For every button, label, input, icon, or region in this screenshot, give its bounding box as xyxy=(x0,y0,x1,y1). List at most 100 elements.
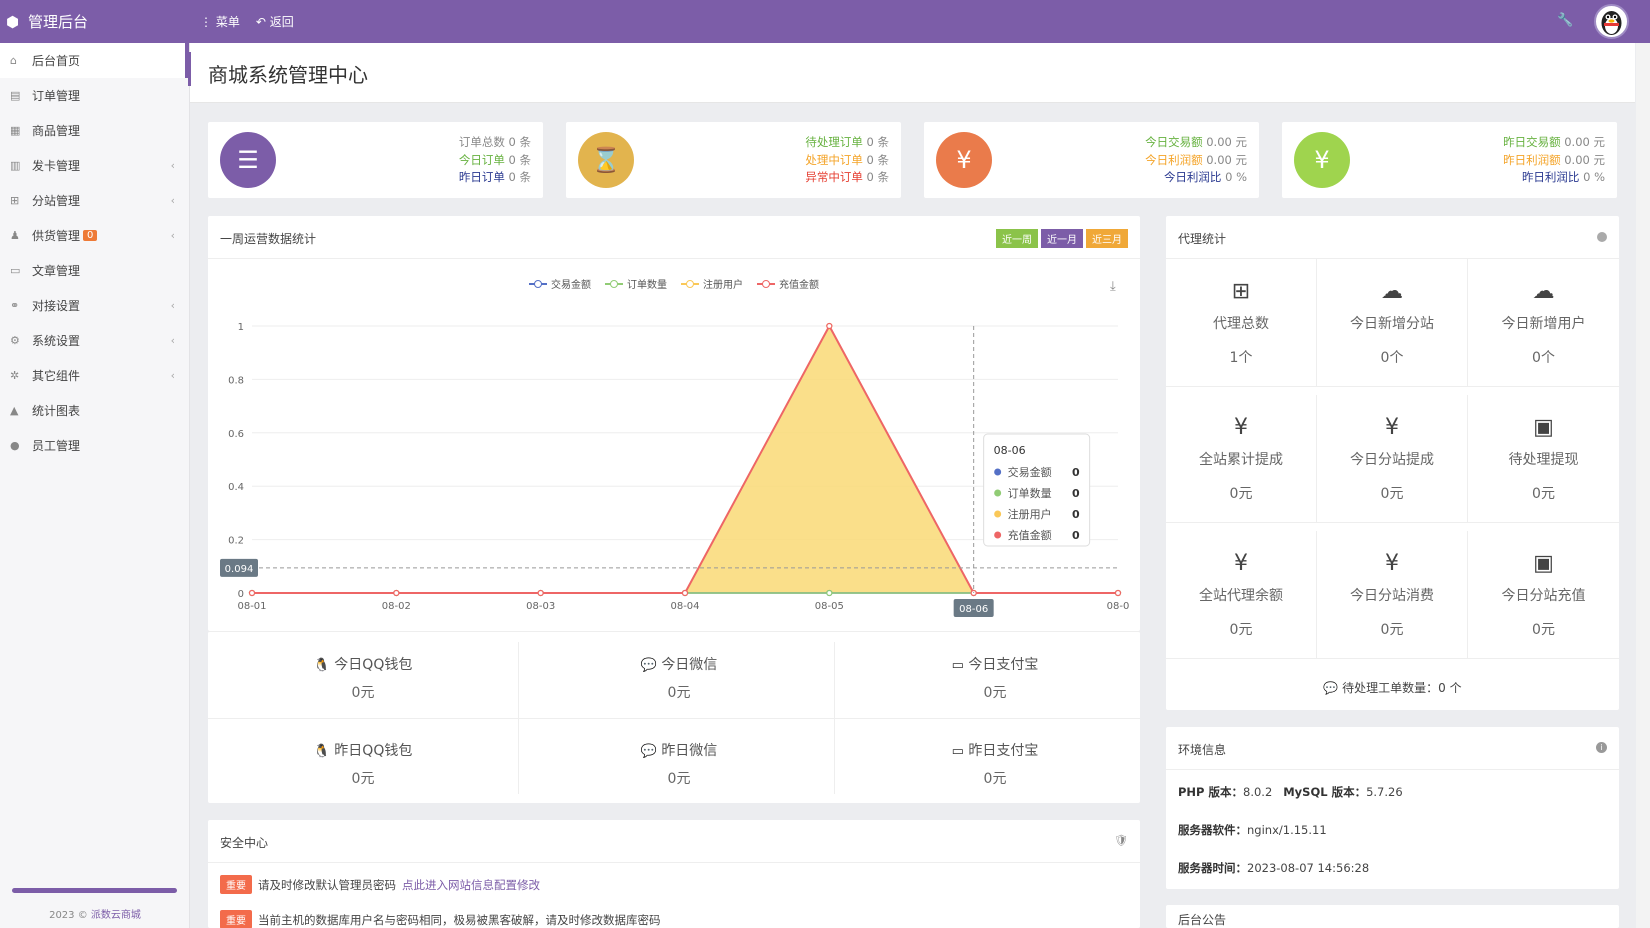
stat-line: 处理中订单 0 条 xyxy=(805,152,889,167)
data-point xyxy=(826,589,833,597)
area-fill xyxy=(252,326,1118,593)
payments-panel: 🐧 今日QQ钱包 0元 💬 今日微信 0元 ▭ 今日支付宝 0元 🐧 昨日QQ钱包 0… xyxy=(208,631,1140,803)
legend-item[interactable]: 交易金额 xyxy=(529,276,591,291)
agent-value: 0元 xyxy=(1532,486,1555,502)
sidebar-item[interactable]: ⚭ 对接设置 ‹ xyxy=(0,288,189,323)
cloud-icon: ☁ xyxy=(1532,279,1555,304)
pending-tickets[interactable]: 💬 待处理工单数量：0 个 xyxy=(1323,681,1462,695)
sidebar-item[interactable]: ♟ 供货管理 0 ‹ xyxy=(0,218,189,253)
x-tick-label: 08-03 xyxy=(526,601,555,612)
agent-stat: ¥ 今日分站消费 0元 xyxy=(1317,531,1468,659)
agent-value: 0元 xyxy=(1532,622,1555,638)
info-icon[interactable]: i xyxy=(1596,742,1607,753)
payment-value: 0元 xyxy=(667,685,691,701)
sidebar-item[interactable]: ⊞ 分站管理 ‹ xyxy=(0,183,189,218)
important-tag: 重要 xyxy=(220,910,252,928)
sidebar-item-label: 对接设置 xyxy=(32,299,81,313)
footer-link[interactable]: 派数云商城 xyxy=(90,910,141,921)
divider xyxy=(208,258,1140,259)
tooltip-label: 交易金额 xyxy=(1008,465,1052,479)
brand[interactable]: ⬢ 管理后台 xyxy=(6,0,88,43)
sidebar-item[interactable]: ⌂ 后台首页 xyxy=(0,43,189,78)
payment-stat: 🐧 昨日QQ钱包 0元 xyxy=(208,740,518,788)
legend-item[interactable]: 订单数量 xyxy=(605,276,667,291)
sidebar-item-label: 员工管理 xyxy=(32,439,81,453)
weekly-chart: ⤓ 0 0.2 0.4 0.6 0.8 1 08-01 08-02 08-03 08-04 08-05… xyxy=(220,279,1129,617)
security-panel: 安全中心 🛡 重要 请及时修改默认管理员密码 点此进入网站信息配置修改 重要 当… xyxy=(208,820,1140,928)
range-week-button[interactable]: 近一周 xyxy=(996,229,1038,248)
sidebar-item[interactable]: ▦ 商品管理 xyxy=(0,113,189,148)
cloud-icon: ☁ xyxy=(1381,279,1403,304)
file-icon: ▭ xyxy=(10,264,21,277)
yen-icon: ¥ xyxy=(1234,551,1248,576)
server-software: nginx/1.15.11 xyxy=(1247,823,1327,837)
data-point xyxy=(826,322,833,330)
agent-value: 0元 xyxy=(1229,486,1253,502)
payment-value: 0元 xyxy=(667,771,691,787)
stat-card: ¥ 今日交易额 0.00 元今日利润额 0.00 元今日利润比 0 % xyxy=(924,122,1259,198)
php-mysql-row: PHP 版本：8.0.2 MySQL 版本：5.7.26 xyxy=(1178,785,1403,799)
chevron-left-icon: ‹ xyxy=(170,159,175,172)
sidebar-item[interactable]: ▲ 统计图表 xyxy=(0,393,189,428)
sidebar-item-label: 其它组件 xyxy=(32,369,81,383)
sidebar-scroll-bar[interactable] xyxy=(12,888,177,893)
stat-line: 今日利润比 0 % xyxy=(1163,170,1247,184)
shield-icon: 🛡 xyxy=(1114,834,1128,847)
sidebar-item[interactable]: ▭ 文章管理 xyxy=(0,253,189,288)
x-tick-label: 08-01 xyxy=(237,601,266,612)
yen-icon: ¥ xyxy=(1234,415,1248,440)
back-button[interactable]: ↶ 返回 xyxy=(255,15,294,29)
php-version: 8.0.2 xyxy=(1243,785,1273,799)
stat-line: 昨日交易额 0.00 元 xyxy=(1503,135,1605,149)
sidebar-item[interactable]: ▥ 发卡管理 ‹ xyxy=(0,148,189,183)
tooltip-dot xyxy=(994,510,1002,518)
brand-title: 管理后台 xyxy=(28,13,89,31)
tooltip-value: 0 xyxy=(1072,508,1080,521)
notice-panel: 后台公告 xyxy=(1166,905,1619,928)
notice-title: 后台公告 xyxy=(1178,913,1227,927)
payment-stat: 🐧 今日QQ钱包 0元 xyxy=(208,654,518,702)
sidebar-item[interactable]: ● 员工管理 xyxy=(0,428,189,463)
sidebar-item-label: 订单管理 xyxy=(32,89,81,103)
agent-value: 0元 xyxy=(1380,486,1404,502)
money-icon: ▣ xyxy=(1533,551,1554,576)
tooltip-dot xyxy=(994,468,1002,476)
server-time: 2023-08-07 14:56:28 xyxy=(1247,861,1370,875)
x-tick-label: 08-05 xyxy=(815,601,844,612)
sidebar-item[interactable]: ▤ 订单管理 xyxy=(0,78,189,113)
stat-card: ☰ 订单总数 0 条今日订单 0 条昨日订单 0 条 xyxy=(208,122,543,198)
legend-line-icon xyxy=(529,279,547,288)
payment-value: 0元 xyxy=(983,685,1007,701)
sidebar-item[interactable]: ⚙ 系统设置 ‹ xyxy=(0,323,189,358)
env-panel: 环境信息 i PHP 版本：8.0.2 MySQL 版本：5.7.26 服务器软… xyxy=(1166,727,1619,889)
tooltip-value: 0 xyxy=(1072,529,1080,542)
range-month-button[interactable]: 近一月 xyxy=(1041,229,1083,248)
menu-toggle-button[interactable]: ⋮ 菜单 xyxy=(200,15,240,29)
sidebar-item-label: 统计图表 xyxy=(32,404,81,418)
cube-icon: ⬢ xyxy=(6,12,20,31)
comment-icon: 💬 xyxy=(1323,681,1339,695)
legend-line-icon xyxy=(757,279,775,288)
security-config-link[interactable]: 点此进入网站信息配置修改 xyxy=(402,877,540,892)
payment-value: 0元 xyxy=(351,685,375,701)
stat-line: 昨日利润比 0 % xyxy=(1521,170,1605,184)
agent-stat: ☁ 今日新增用户 0个 xyxy=(1468,259,1619,387)
crosshair-x-badge xyxy=(953,599,994,617)
legend-item[interactable]: 充值金额 xyxy=(757,276,819,291)
legend-line-icon xyxy=(681,279,699,288)
page-scrollbar[interactable] xyxy=(1636,43,1650,928)
panel-dot-icon[interactable] xyxy=(1597,232,1607,242)
avatar[interactable] xyxy=(1594,4,1629,39)
chart-icon: ▲ xyxy=(10,404,19,417)
qq-icon: 🐧 xyxy=(313,658,330,673)
agent-stats-panel: 代理统计 ⊞ 代理总数 1个 ☁ 今日新增分站 0个 ☁ 今日新增用户 0个 ¥ 全站… xyxy=(1166,216,1619,710)
sidebar-item[interactable]: ✲ 其它组件 ‹ xyxy=(0,358,189,393)
wrench-icon[interactable]: 🔧 xyxy=(1557,13,1574,28)
tooltip-value: 0 xyxy=(1072,487,1080,500)
stat-line: 昨日利润额 0.00 元 xyxy=(1503,152,1605,167)
legend-item[interactable]: 注册用户 xyxy=(681,276,743,291)
user-icon: ● xyxy=(10,439,20,452)
chevron-left-icon: ‹ xyxy=(170,369,175,382)
range-quarter-button[interactable]: 近三月 xyxy=(1086,229,1128,248)
security-item: 重要 当前主机的数据库用户名与密码相同，极易被黑客破解，请及时修改数据库密码 xyxy=(220,910,661,928)
